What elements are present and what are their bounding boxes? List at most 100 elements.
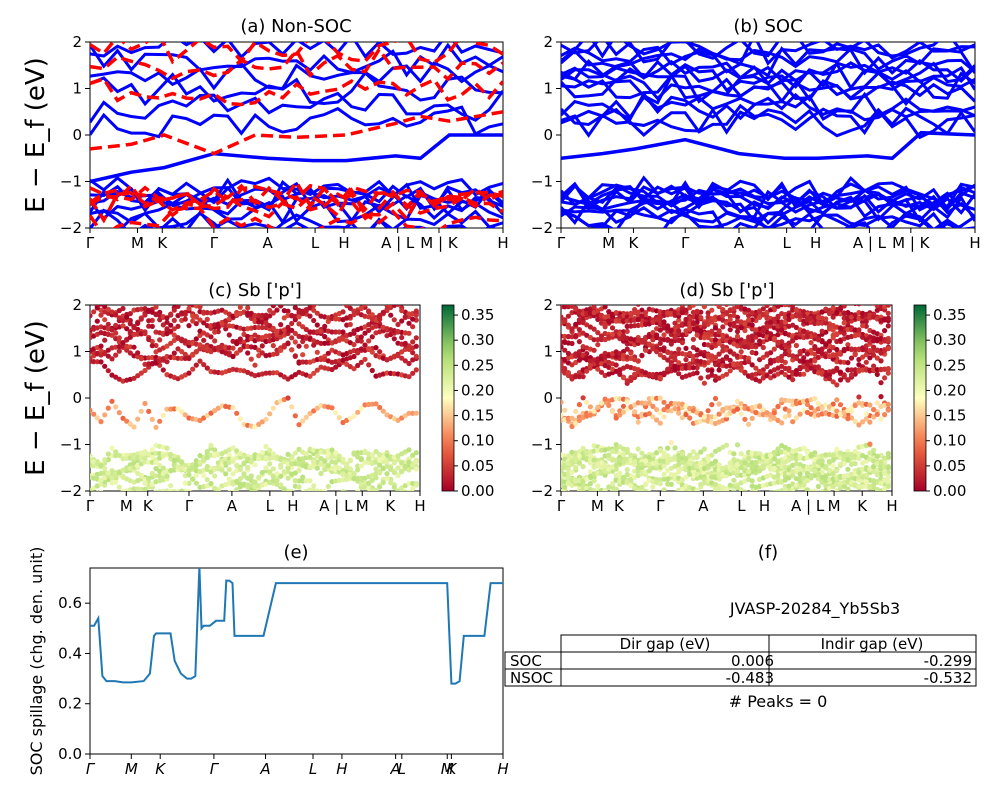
scatter-point — [867, 355, 873, 361]
scatter-point — [388, 466, 394, 472]
ktick-label: M — [356, 497, 369, 515]
scatter-point — [760, 344, 766, 351]
scatter-point — [186, 355, 192, 362]
scatter-point — [252, 488, 258, 491]
scatter-point — [657, 420, 663, 426]
scatter-point — [665, 445, 671, 451]
scatter-point — [650, 337, 656, 343]
scatter-point — [628, 374, 634, 381]
scatter-point — [657, 395, 663, 401]
scatter-point — [790, 398, 796, 404]
scatter-point — [635, 309, 641, 315]
scatter-point — [837, 305, 844, 311]
scatter-point — [786, 374, 792, 380]
scatter-point — [624, 346, 630, 352]
scatter-point — [329, 454, 335, 460]
scatter-point — [771, 316, 777, 322]
scatter-point — [153, 342, 159, 349]
scatter-point — [124, 418, 130, 424]
scatter-point — [709, 307, 715, 313]
scatter-point — [237, 467, 243, 473]
ytick-label: 2 — [72, 33, 82, 51]
panel-f: (f) JVASP-20284_Yb5Sb3 Dir gap (eV) Indi… — [504, 542, 977, 711]
scatter-point — [259, 470, 265, 476]
scatter-point — [340, 329, 346, 335]
scatter-point — [113, 479, 119, 485]
scatter-point — [727, 405, 733, 411]
colorbar-tick-label: 0.10 — [461, 432, 494, 450]
scatter-point — [661, 414, 667, 420]
scatter-point — [764, 305, 770, 309]
scatter-point — [694, 347, 700, 353]
scatter-point — [102, 465, 108, 472]
scatter-point — [826, 338, 833, 344]
scatter-point — [230, 489, 236, 491]
scatter-point — [764, 351, 770, 357]
scatter-point — [215, 324, 221, 331]
scatter-point — [362, 305, 368, 308]
band-line — [90, 208, 498, 228]
scatter-point — [234, 350, 240, 356]
scatter-point — [764, 323, 770, 329]
scatter-point — [175, 355, 181, 361]
scatter-point — [355, 454, 361, 460]
scatter-point — [694, 471, 700, 477]
scatter-point — [885, 366, 891, 372]
scatter-point — [413, 482, 419, 488]
scatter-point — [720, 343, 726, 350]
ktick-label: M — [602, 234, 615, 252]
scatter-point — [727, 357, 733, 363]
scatter-point — [325, 318, 331, 325]
scatter-point — [395, 473, 401, 479]
scatter-point — [709, 461, 715, 467]
scatter-point — [336, 465, 342, 471]
ktick-label: L — [782, 234, 791, 252]
scatter-point — [804, 449, 811, 455]
scatter-point — [131, 455, 137, 461]
scatter-point — [164, 319, 170, 325]
scatter-point — [815, 364, 822, 370]
scatter-point — [764, 363, 770, 370]
scatter-point — [193, 349, 199, 355]
scatter-point — [742, 489, 748, 491]
scatter-point — [190, 366, 196, 372]
ktick-label: Γ — [86, 760, 96, 778]
scatter-point — [746, 359, 752, 365]
scatter-point — [301, 490, 305, 491]
scatter-point — [723, 354, 730, 360]
scatter-point — [885, 305, 891, 308]
scatter-point — [712, 414, 719, 420]
scatter-point — [885, 407, 891, 413]
peaks-count: # Peaks = 0 — [729, 692, 828, 711]
scatter-point — [230, 481, 236, 487]
scatter-point — [712, 325, 719, 331]
ktick-label: Γ — [86, 497, 95, 515]
scatter-point — [274, 477, 280, 483]
scatter-point — [665, 323, 671, 329]
scatter-point — [193, 480, 199, 486]
scatter-point — [113, 312, 119, 318]
ktick-label: L — [311, 234, 320, 252]
series-line — [561, 130, 975, 161]
scatter-point — [771, 449, 777, 455]
scatter-point — [709, 368, 715, 374]
scatter-point — [790, 305, 796, 308]
scatter-point — [256, 421, 262, 427]
scatter-point — [241, 461, 247, 467]
scatter-point — [871, 447, 877, 453]
scatter-point — [650, 345, 656, 351]
scatter-point — [657, 481, 663, 487]
scatter-point — [705, 314, 711, 320]
ktick-label: A | L — [381, 234, 415, 252]
scatter-point — [329, 329, 335, 335]
scatter-point — [661, 471, 667, 477]
bands-a — [90, 42, 503, 228]
scatter-point — [270, 370, 276, 376]
scatter-point — [845, 486, 851, 491]
scatter-point — [852, 448, 858, 455]
ktick-label: H — [759, 497, 770, 515]
scatter-point — [369, 477, 375, 483]
ktick-label: Γ — [210, 760, 220, 778]
scatter-point — [322, 458, 328, 464]
